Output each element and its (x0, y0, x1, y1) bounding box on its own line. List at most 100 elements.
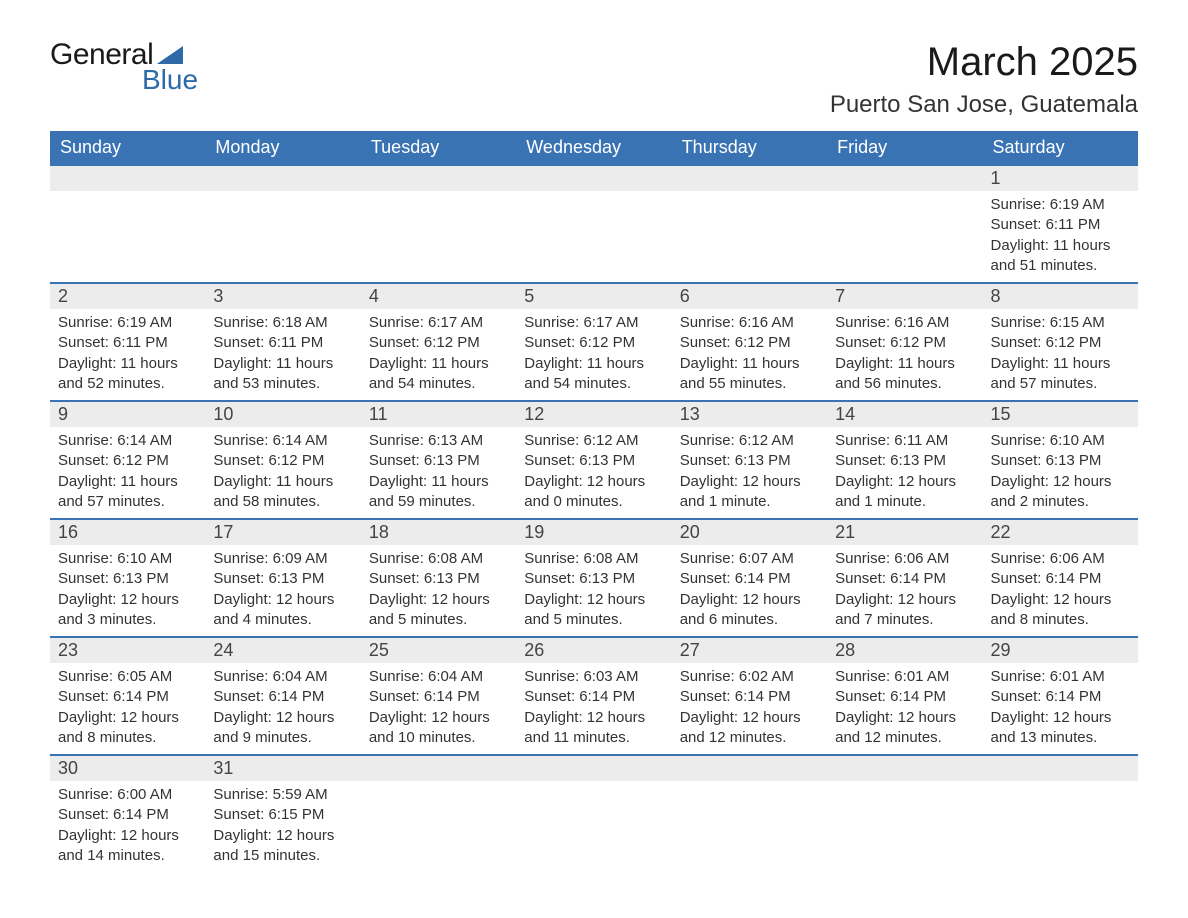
sunset-text: Sunset: 6:12 PM (369, 333, 508, 353)
calendar-week-detail-row: Sunrise: 6:19 AMSunset: 6:11 PMDaylight:… (50, 309, 1138, 401)
sunrise-text: Sunrise: 6:04 AM (213, 667, 352, 687)
day-number-cell (672, 165, 827, 191)
daylight-text: Daylight: 12 hours and 11 minutes. (524, 708, 663, 749)
sunset-text: Sunset: 6:13 PM (369, 451, 508, 471)
sunset-text: Sunset: 6:13 PM (524, 569, 663, 589)
day-number-cell (827, 755, 982, 781)
day-number-cell: 30 (50, 755, 205, 781)
sunset-text: Sunset: 6:11 PM (58, 333, 197, 353)
logo-flag-icon (157, 46, 183, 64)
day-number-cell: 6 (672, 283, 827, 309)
daylight-text: Daylight: 11 hours and 54 minutes. (369, 354, 508, 395)
day-number-cell: 29 (983, 637, 1138, 663)
daylight-text: Daylight: 11 hours and 55 minutes. (680, 354, 819, 395)
sunset-text: Sunset: 6:14 PM (680, 569, 819, 589)
sunrise-text: Sunrise: 6:19 AM (991, 195, 1130, 215)
sunrise-text: Sunrise: 6:17 AM (369, 313, 508, 333)
sunrise-text: Sunrise: 6:12 AM (680, 431, 819, 451)
daylight-text: Daylight: 11 hours and 57 minutes. (991, 354, 1130, 395)
sunrise-text: Sunrise: 6:07 AM (680, 549, 819, 569)
day-number-cell: 21 (827, 519, 982, 545)
day-detail-cell: Sunrise: 6:06 AMSunset: 6:14 PMDaylight:… (983, 545, 1138, 637)
day-number-cell: 22 (983, 519, 1138, 545)
day-header: Thursday (672, 131, 827, 165)
day-detail-cell: Sunrise: 6:10 AMSunset: 6:13 PMDaylight:… (983, 427, 1138, 519)
sunset-text: Sunset: 6:14 PM (991, 569, 1130, 589)
logo: General Blue (50, 40, 198, 94)
day-detail-cell (672, 781, 827, 872)
sunrise-text: Sunrise: 6:16 AM (835, 313, 974, 333)
day-header: Friday (827, 131, 982, 165)
day-number-cell: 18 (361, 519, 516, 545)
logo-text-blue: Blue (142, 66, 198, 94)
day-detail-cell: Sunrise: 6:06 AMSunset: 6:14 PMDaylight:… (827, 545, 982, 637)
sunset-text: Sunset: 6:14 PM (369, 687, 508, 707)
day-number-cell: 9 (50, 401, 205, 427)
daylight-text: Daylight: 12 hours and 0 minutes. (524, 472, 663, 513)
day-header: Sunday (50, 131, 205, 165)
daylight-text: Daylight: 11 hours and 52 minutes. (58, 354, 197, 395)
day-detail-cell: Sunrise: 6:18 AMSunset: 6:11 PMDaylight:… (205, 309, 360, 401)
day-detail-cell: Sunrise: 6:10 AMSunset: 6:13 PMDaylight:… (50, 545, 205, 637)
day-detail-cell: Sunrise: 6:01 AMSunset: 6:14 PMDaylight:… (983, 663, 1138, 755)
sunrise-text: Sunrise: 6:14 AM (213, 431, 352, 451)
calendar-week-daynum-row: 3031 (50, 755, 1138, 781)
calendar-week-detail-row: Sunrise: 6:05 AMSunset: 6:14 PMDaylight:… (50, 663, 1138, 755)
day-detail-cell: Sunrise: 6:17 AMSunset: 6:12 PMDaylight:… (361, 309, 516, 401)
sunrise-text: Sunrise: 6:01 AM (835, 667, 974, 687)
day-number-cell: 13 (672, 401, 827, 427)
sunrise-text: Sunrise: 6:02 AM (680, 667, 819, 687)
day-header: Saturday (983, 131, 1138, 165)
day-number-cell: 5 (516, 283, 671, 309)
day-header: Wednesday (516, 131, 671, 165)
day-detail-cell: Sunrise: 6:16 AMSunset: 6:12 PMDaylight:… (672, 309, 827, 401)
sunset-text: Sunset: 6:12 PM (680, 333, 819, 353)
day-number-cell: 7 (827, 283, 982, 309)
daylight-text: Daylight: 12 hours and 5 minutes. (524, 590, 663, 631)
day-number-cell: 26 (516, 637, 671, 663)
daylight-text: Daylight: 12 hours and 13 minutes. (991, 708, 1130, 749)
day-number-cell: 23 (50, 637, 205, 663)
day-number-cell (50, 165, 205, 191)
sunset-text: Sunset: 6:15 PM (213, 805, 352, 825)
day-number-cell: 1 (983, 165, 1138, 191)
daylight-text: Daylight: 12 hours and 7 minutes. (835, 590, 974, 631)
day-number-cell: 12 (516, 401, 671, 427)
day-number-cell: 25 (361, 637, 516, 663)
day-number-cell: 27 (672, 637, 827, 663)
day-number-cell (205, 165, 360, 191)
daylight-text: Daylight: 12 hours and 5 minutes. (369, 590, 508, 631)
sunrise-text: Sunrise: 6:10 AM (58, 549, 197, 569)
month-title: March 2025 (830, 40, 1138, 85)
day-number-cell (672, 755, 827, 781)
sunrise-text: Sunrise: 6:12 AM (524, 431, 663, 451)
sunset-text: Sunset: 6:14 PM (835, 569, 974, 589)
day-detail-cell: Sunrise: 6:19 AMSunset: 6:11 PMDaylight:… (983, 191, 1138, 283)
sunrise-text: Sunrise: 6:06 AM (835, 549, 974, 569)
sunrise-text: Sunrise: 6:10 AM (991, 431, 1130, 451)
day-detail-cell (672, 191, 827, 283)
sunset-text: Sunset: 6:12 PM (213, 451, 352, 471)
day-detail-cell: Sunrise: 6:00 AMSunset: 6:14 PMDaylight:… (50, 781, 205, 872)
sunset-text: Sunset: 6:13 PM (524, 451, 663, 471)
day-number-cell: 3 (205, 283, 360, 309)
sunrise-text: Sunrise: 6:14 AM (58, 431, 197, 451)
day-header: Tuesday (361, 131, 516, 165)
day-detail-cell (361, 191, 516, 283)
daylight-text: Daylight: 12 hours and 8 minutes. (991, 590, 1130, 631)
daylight-text: Daylight: 11 hours and 59 minutes. (369, 472, 508, 513)
sunrise-text: Sunrise: 6:17 AM (524, 313, 663, 333)
daylight-text: Daylight: 11 hours and 56 minutes. (835, 354, 974, 395)
day-detail-cell (361, 781, 516, 872)
day-detail-cell: Sunrise: 6:09 AMSunset: 6:13 PMDaylight:… (205, 545, 360, 637)
sunrise-text: Sunrise: 6:08 AM (369, 549, 508, 569)
day-detail-cell: Sunrise: 6:08 AMSunset: 6:13 PMDaylight:… (516, 545, 671, 637)
day-detail-cell: Sunrise: 6:04 AMSunset: 6:14 PMDaylight:… (361, 663, 516, 755)
sunset-text: Sunset: 6:13 PM (213, 569, 352, 589)
sunset-text: Sunset: 6:12 PM (991, 333, 1130, 353)
sunrise-text: Sunrise: 6:09 AM (213, 549, 352, 569)
sunset-text: Sunset: 6:12 PM (524, 333, 663, 353)
day-detail-cell: Sunrise: 6:14 AMSunset: 6:12 PMDaylight:… (205, 427, 360, 519)
sunset-text: Sunset: 6:12 PM (835, 333, 974, 353)
day-number-cell (827, 165, 982, 191)
